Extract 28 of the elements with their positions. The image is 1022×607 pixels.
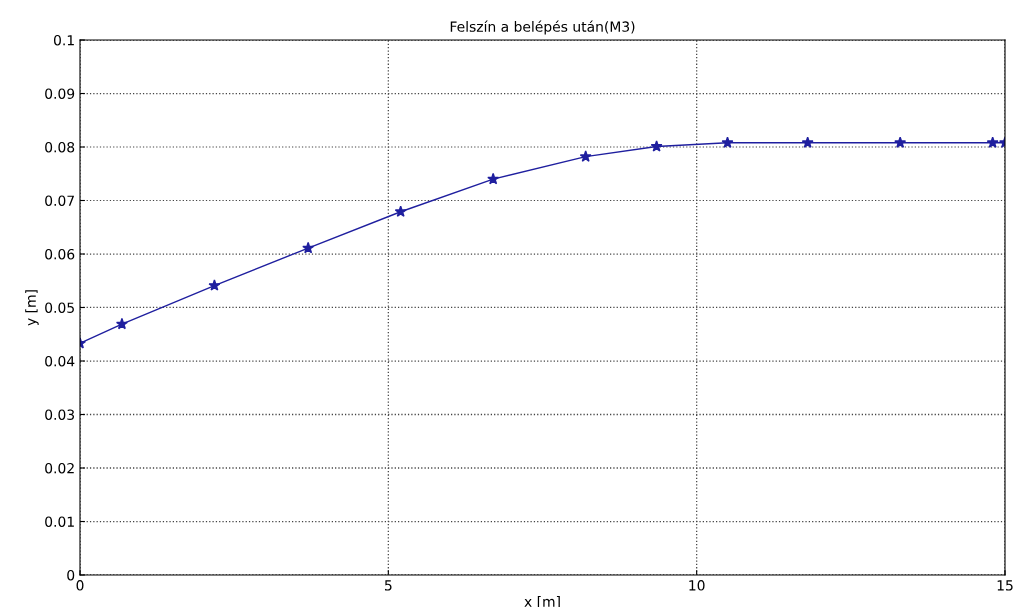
- point: [487, 172, 500, 185]
- chart-title: Felszín a belépés után(M3): [450, 20, 635, 35]
- point: [579, 150, 592, 162]
- x-tick-label: 5: [384, 580, 392, 591]
- point: [394, 205, 407, 217]
- y-tick-label: 0.05: [45, 302, 74, 313]
- point: [208, 279, 221, 291]
- y-axis-title: y [m]: [25, 290, 39, 326]
- y-tick-label: 0.01: [45, 516, 74, 527]
- x-tick-label: 15: [997, 580, 1013, 591]
- x-tick-label: 0: [76, 580, 84, 591]
- point: [986, 136, 999, 148]
- point: [115, 317, 128, 330]
- y-tick-label: 0: [67, 569, 75, 581]
- y-tick-label: 0.09: [45, 88, 75, 99]
- point: [302, 241, 315, 254]
- x-tick-label: 10: [689, 580, 705, 591]
- point: [721, 136, 734, 148]
- y-tick-label: 0.1: [53, 34, 74, 46]
- y-tick-label: 0.08: [45, 141, 75, 153]
- y-tick-label: 0.04: [45, 355, 75, 367]
- y-tick-label: 0.07: [45, 195, 74, 206]
- point: [650, 140, 663, 152]
- y-tick-label: 0.06: [45, 248, 75, 260]
- y-tick-label: 0.03: [45, 409, 75, 420]
- point: [894, 136, 907, 148]
- point: [801, 136, 814, 148]
- y-tick-label: 0.02: [45, 462, 74, 474]
